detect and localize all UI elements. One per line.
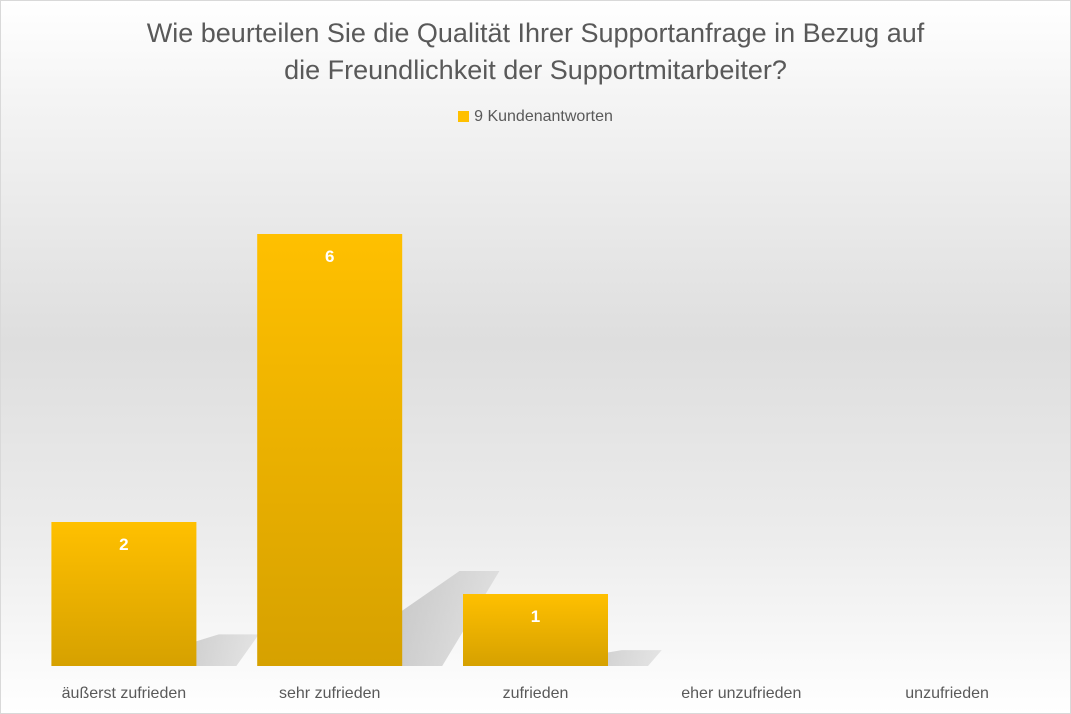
data-label-1: 2 (119, 535, 128, 554)
x-tick-label-2: sehr zufrieden (279, 685, 380, 702)
bar-2 (257, 234, 403, 666)
data-label-3: 1 (531, 607, 540, 626)
chart-legend: 9 Kundenantworten (1, 108, 1070, 126)
data-label-2: 6 (325, 247, 334, 266)
bar-1 (51, 522, 197, 666)
chart-title-line-1: Wie beurteilen Sie die Qualität Ihrer Su… (146, 18, 925, 48)
x-tick-label-3: zufrieden (503, 685, 569, 702)
x-tick-label-5: unzufrieden (905, 685, 989, 702)
chart-title-line-2: die Freundlichkeit der Supportmitarbeite… (284, 55, 787, 85)
bar-3 (463, 594, 608, 666)
x-tick-label-1: äußerst zufrieden (62, 685, 187, 702)
chart-title: Wie beurteilen Sie die Qualität Ihrer Su… (1, 15, 1070, 89)
legend-label: 9 Kundenantworten (474, 108, 613, 125)
legend-swatch (458, 111, 470, 122)
x-tick-label-4: eher unzufrieden (681, 685, 801, 702)
